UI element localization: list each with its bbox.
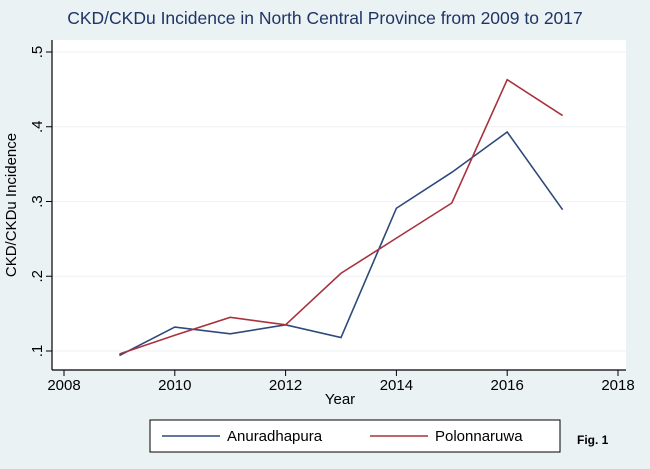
x-tick-label: 2018 — [601, 377, 634, 394]
x-tick-label: 2016 — [491, 377, 524, 394]
y-tick-label: .3 — [29, 195, 46, 208]
x-tick-label: 2010 — [158, 377, 191, 394]
legend-label-polonnaruwa: Polonnaruwa — [435, 428, 523, 445]
y-tick-label: .4 — [29, 120, 46, 133]
x-tick-label: 2008 — [47, 377, 80, 394]
chart-title: CKD/CKDu Incidence in North Central Prov… — [67, 8, 583, 28]
legend: Anuradhapura Polonnaruwa — [149, 419, 561, 453]
y-tick-label: .1 — [29, 345, 46, 358]
x-tick-label: 2014 — [380, 377, 413, 394]
x-axis-label: Year — [325, 391, 355, 408]
legend-label-anuradhapura: Anuradhapura — [227, 428, 323, 445]
series-line-polonnaruwa — [119, 78, 564, 355]
plot-area — [52, 40, 626, 370]
figure-annotation: Fig. 1 — [577, 433, 609, 447]
y-tick-label: .2 — [29, 270, 46, 283]
x-tick-label: 2012 — [269, 377, 302, 394]
y-axis-label: CKD/CKDu Incidence — [3, 133, 20, 277]
y-tick-label: .5 — [29, 46, 46, 59]
